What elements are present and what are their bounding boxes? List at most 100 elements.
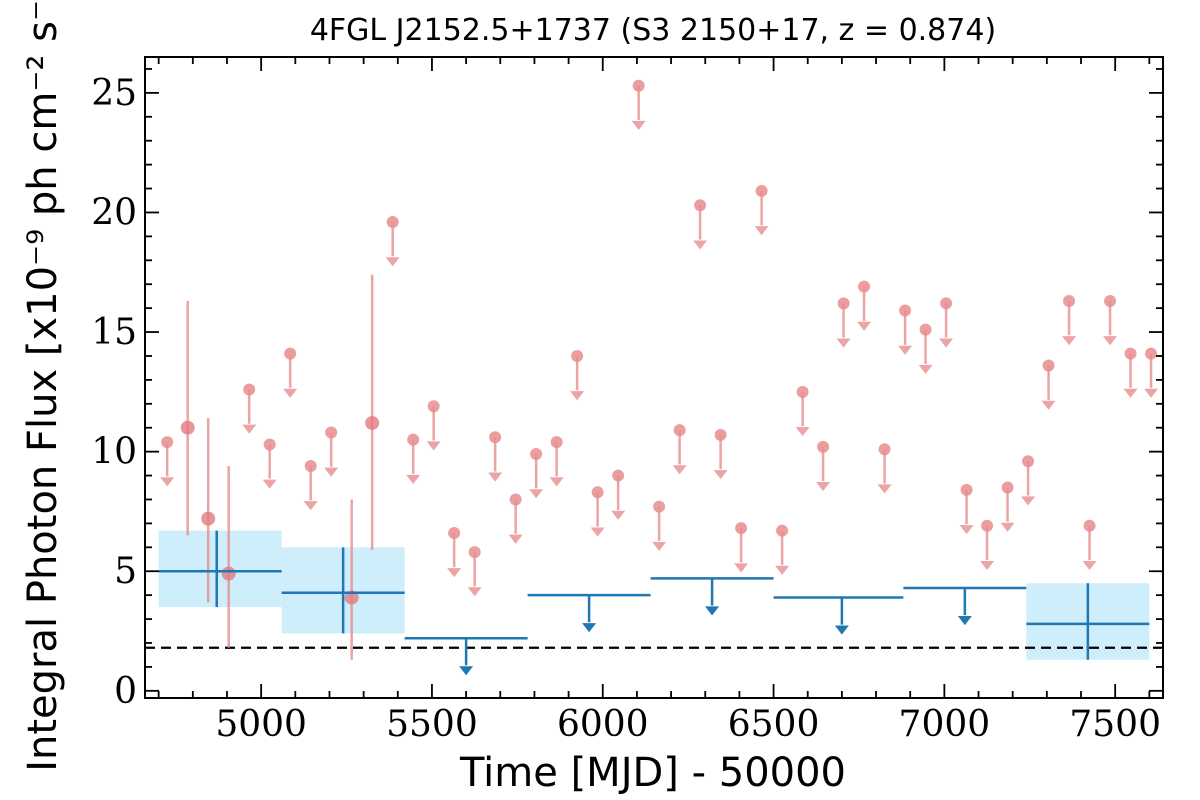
binned-uncertainty-band [158,530,282,608]
axes-frame [144,56,1164,699]
upper-limit-arrow [1103,336,1118,346]
upper-limit-arrow [262,479,277,489]
x-tick-label: 6500 [728,704,820,745]
upper-limit-point [1042,359,1055,372]
y-tick-label: 0 [114,671,137,712]
upper-limit-point [1001,481,1014,494]
upper-limit-arrow [283,388,298,398]
upper-limit-arrow [775,565,790,575]
upper-limit-arrow [1062,336,1077,346]
detection-point [221,566,236,581]
upper-limit-arrow [754,226,769,236]
detection-point [365,415,380,430]
chart-title: 4FGL J2152.5+1737 (S3 2150+17, z = 0.874… [310,13,996,48]
upper-limit-point [386,216,399,229]
upper-limit-arrow [611,510,626,520]
upper-limit-arrow [959,525,974,535]
binned-upper-limit-arrow [459,666,474,676]
upper-limit-arrow [508,534,523,544]
upper-limit-arrow [242,424,257,434]
upper-limit-arrow [898,345,913,355]
upper-limit-arrow [918,364,933,374]
upper-limit-arrow [836,338,851,348]
x-tick-label: 6000 [557,704,649,745]
x-tick-label: 7500 [1069,704,1161,745]
upper-limit-point [1145,347,1158,360]
upper-limit-arrow [467,587,482,597]
upper-limit-point [489,431,502,444]
upper-limit-point [919,323,932,336]
upper-limit-point [714,428,727,441]
upper-limit-arrow [488,472,503,482]
upper-limit-arrow [406,474,421,484]
plot-area: 5000 5500 6000 6500 7000 7500 0 5 10 15 20 25 [91,56,1164,745]
upper-limit-arrow [1123,388,1138,398]
upper-limit-arrow [385,257,400,267]
y-axis-label: Integral Photon Flux [x10⁻⁹ ph cm⁻² s⁻¹] [20,0,66,772]
upper-limit-arrow [713,470,728,480]
upper-limit-arrow [631,120,646,130]
y-tick-label: 25 [91,73,137,114]
upper-limit-point [632,79,645,92]
upper-limit-arrow [672,465,687,475]
detection-point [344,590,359,605]
upper-limit-point [981,519,994,532]
upper-limit-point [1124,347,1137,360]
upper-limit-point [325,426,338,439]
x-tick-label: 5500 [386,704,478,745]
upper-limit-point [653,500,666,513]
upper-limit-arrow [549,477,564,487]
upper-limit-point [530,448,543,461]
upper-limit-point [161,436,174,449]
upper-limit-point [427,400,440,413]
upper-limit-point [694,199,707,212]
upper-limit-point [1022,455,1035,468]
detection-point [180,420,195,435]
y-tick-label: 5 [114,551,137,592]
upper-limit-arrow [160,477,175,487]
upper-limit-point [940,297,953,310]
upper-limit-point [735,522,748,535]
detection-point [201,511,216,526]
upper-limit-arrow [529,489,544,499]
upper-limit-point [448,526,461,539]
y-tick-label: 20 [91,192,137,233]
upper-limit-arrow [693,240,708,250]
upper-limit-point [304,459,317,472]
x-tick-label: 7000 [899,704,991,745]
upper-limit-arrow [590,527,605,537]
upper-limit-point [858,280,871,293]
upper-limit-point [407,433,420,446]
upper-limit-point [1063,294,1076,307]
upper-limit-point [960,483,973,496]
upper-limit-point [837,297,850,310]
upper-limit-point [612,469,625,482]
upper-limit-point [878,443,891,456]
upper-limit-point [1083,519,1096,532]
y-tick-label: 10 [91,432,137,473]
upper-limit-arrow [303,501,318,511]
upper-limit-point [550,436,563,449]
upper-limit-arrow [795,427,810,437]
upper-limit-point [509,493,522,506]
upper-limit-point [899,304,912,317]
upper-limit-arrow [877,484,892,494]
upper-limit-arrow [939,338,954,348]
upper-limit-point [571,349,584,362]
upper-limit-arrow [1082,560,1097,571]
binned-upper-limit-arrow [834,625,849,635]
upper-limit-arrow [1021,496,1036,506]
upper-limit-arrow [570,391,585,401]
upper-limit-point [263,438,276,451]
upper-limit-point [776,524,789,537]
upper-limit-arrow [734,563,749,573]
binned-upper-limit-arrow [582,623,597,633]
upper-limit-arrow [447,568,462,578]
upper-limit-point [817,440,830,453]
upper-limit-point [284,347,297,360]
y-tick-label: 15 [91,312,137,353]
binned-upper-limit-arrow [957,615,972,626]
upper-limit-arrow [857,321,872,331]
upper-limit-point [755,184,768,197]
